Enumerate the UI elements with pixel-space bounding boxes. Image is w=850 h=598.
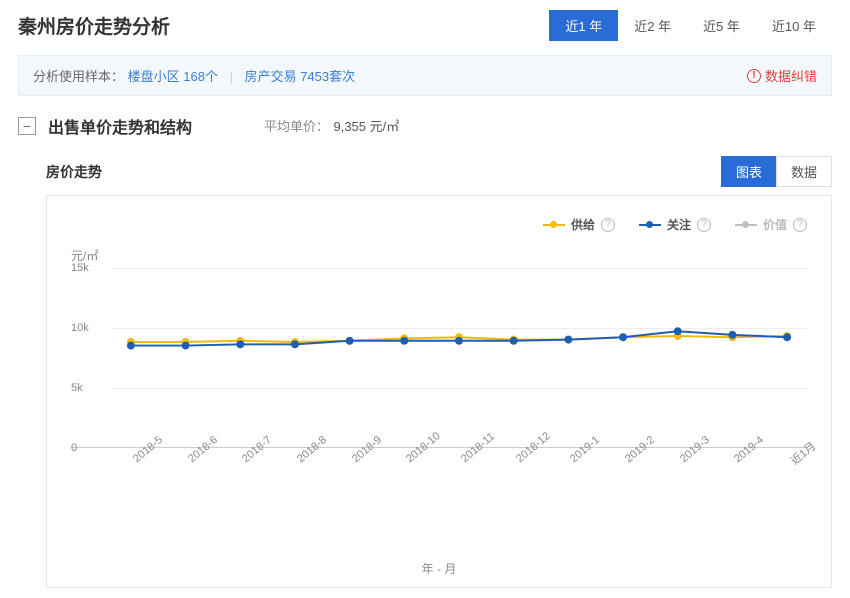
avg-price-value: 9,355 元/㎡ xyxy=(333,119,399,134)
page-title: 秦州房价走势分析 xyxy=(18,12,170,39)
info-prefix: 分析使用样本： xyxy=(33,69,124,84)
y-tick-label: 5k xyxy=(71,382,83,394)
view-tab-1[interactable]: 数据 xyxy=(776,156,832,187)
time-range-tabs: 近1 年近2 年近5 年近10 年 xyxy=(549,10,832,41)
x-axis-labels: 2018-52018-62018-72018-82018-92018-10201… xyxy=(111,448,807,508)
view-mode-tabs: 图表数据 xyxy=(721,156,832,187)
y-tick-label: 15k xyxy=(71,262,89,274)
chart-plot: 05k10k15k xyxy=(71,268,807,448)
time-tab-2[interactable]: 近5 年 xyxy=(687,10,756,41)
collapse-toggle[interactable]: − xyxy=(18,117,36,135)
info-transactions: 房产交易 7453套次 xyxy=(245,69,356,84)
help-icon[interactable]: ? xyxy=(601,218,615,232)
avg-price-label: 平均单价： xyxy=(264,119,329,134)
y-axis-unit: 元/㎡ xyxy=(71,247,807,264)
error-report-label: 数据纠错 xyxy=(765,66,817,85)
legend-item-2[interactable]: 价值? xyxy=(735,216,807,233)
info-divider: | xyxy=(230,69,233,84)
view-tab-0[interactable]: 图表 xyxy=(721,156,776,187)
alert-icon: ! xyxy=(747,69,761,83)
time-tab-1[interactable]: 近2 年 xyxy=(618,10,687,41)
x-axis-title: 年 - 月 xyxy=(71,560,807,577)
y-tick-label: 0 xyxy=(71,442,77,454)
help-icon[interactable]: ? xyxy=(697,218,711,232)
error-report-link[interactable]: ! 数据纠错 xyxy=(747,66,817,85)
section-title: 出售单价走势和结构 xyxy=(48,114,192,138)
time-tab-0[interactable]: 近1 年 xyxy=(549,10,618,41)
chart-legend: 供给? 关注? 价值? xyxy=(71,216,807,233)
info-samples: 楼盘小区 168个 xyxy=(128,69,218,84)
sample-info-bar: 分析使用样本： 楼盘小区 168个 | 房产交易 7453套次 ! 数据纠错 xyxy=(18,55,832,96)
legend-item-0[interactable]: 供给? xyxy=(543,216,615,233)
time-tab-3[interactable]: 近10 年 xyxy=(756,10,832,41)
y-tick-label: 10k xyxy=(71,322,89,334)
subsection-title: 房价走势 xyxy=(46,162,102,182)
help-icon[interactable]: ? xyxy=(793,218,807,232)
legend-item-1[interactable]: 关注? xyxy=(639,216,711,233)
chart-container: 供给? 关注? 价值? 元/㎡ 0 5k 10k 15k 2018-52018-62018… xyxy=(46,195,832,588)
